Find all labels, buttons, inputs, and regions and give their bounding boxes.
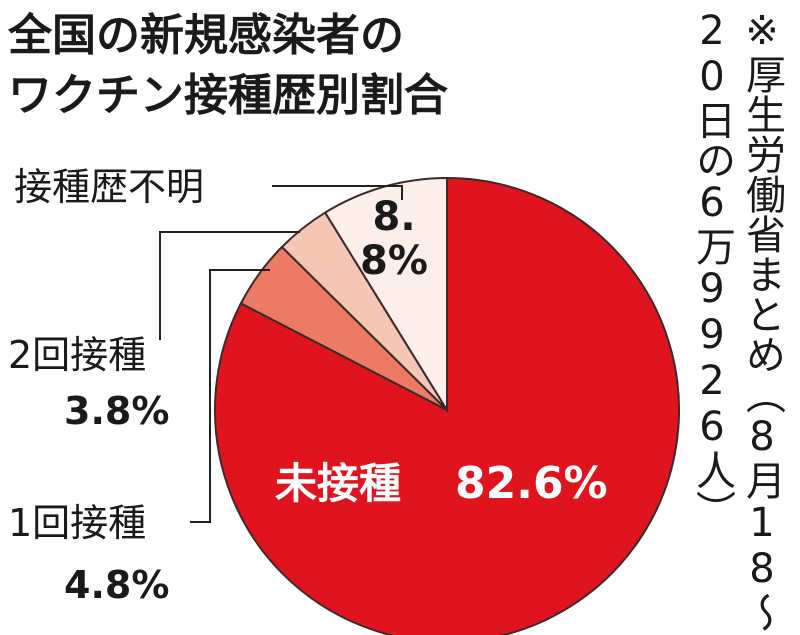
value-label: 8.8%	[360, 195, 428, 284]
title-line: ワクチン接種歴別割合	[8, 70, 448, 121]
note-line: ※厚生労働省まとめ（8月18～	[739, 8, 786, 632]
leader-line	[190, 269, 270, 523]
category-label: 接種歴不明	[14, 165, 204, 209]
value-label: 3.8%	[64, 389, 169, 433]
category-label: 未接種	[275, 459, 401, 508]
title-line: 全国の新規感染者の	[7, 10, 404, 61]
category-label: 2回接種	[8, 333, 146, 377]
leader-line	[159, 231, 300, 340]
value-label: 82.6%	[455, 458, 608, 509]
category-label: 1回接種	[8, 501, 146, 545]
label-box: 8.8%	[360, 195, 428, 284]
note-line: 20日の6万9926人）	[689, 8, 736, 530]
pie	[214, 176, 680, 635]
value-label: 4.8%	[64, 563, 169, 607]
leader-line	[272, 185, 403, 200]
